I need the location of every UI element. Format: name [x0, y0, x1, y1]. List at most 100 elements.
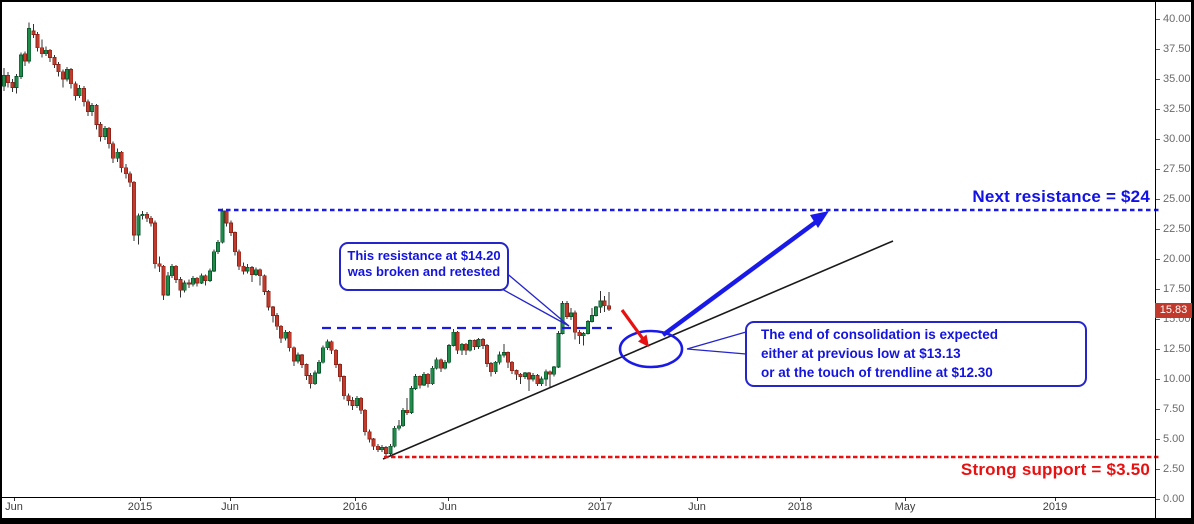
- candle-down: [262, 275, 267, 292]
- candle-up: [14, 76, 19, 88]
- candle-up: [590, 314, 595, 322]
- candle-down: [564, 302, 569, 317]
- candle-down: [371, 438, 376, 447]
- trendline: [382, 240, 894, 460]
- candle-down: [417, 376, 422, 386]
- candle-up: [115, 151, 120, 159]
- callout-text-line: or at the touch of trendline at $12.30: [761, 365, 993, 380]
- candle-down: [228, 222, 233, 234]
- x-axis-label: 2018: [787, 501, 813, 513]
- callout-resistance-broken: This resistance at $14.20 was broken and…: [339, 242, 509, 291]
- x-axis-tick: [355, 497, 356, 501]
- window-border-top: [0, 0, 1194, 2]
- candle-down: [94, 105, 99, 126]
- candle-down: [174, 265, 179, 280]
- candle-down: [535, 374, 540, 385]
- callout-consolidation-end: The end of consolidation is expected eit…: [745, 321, 1087, 387]
- candle-up: [211, 251, 216, 272]
- candle-down: [39, 47, 44, 55]
- candle-down: [274, 314, 279, 327]
- candle-down: [132, 181, 137, 236]
- candle-up: [430, 367, 435, 385]
- candle-down: [266, 290, 271, 308]
- x-axis-label: 2017: [587, 501, 613, 513]
- candle-up: [531, 374, 536, 380]
- candle-down: [241, 265, 246, 272]
- candle-up: [325, 341, 330, 349]
- candle-down: [333, 349, 338, 366]
- candle-down: [484, 344, 489, 364]
- candle-up: [220, 210, 225, 243]
- candle-up: [65, 69, 70, 80]
- y-axis-label: 7.50: [1163, 403, 1185, 415]
- projection-arrow: [661, 217, 822, 337]
- x-axis-tick: [140, 497, 141, 501]
- candle-down: [127, 173, 132, 183]
- x-axis-tick: [800, 497, 801, 501]
- y-axis-tick: [1155, 79, 1160, 80]
- candle-down: [249, 266, 254, 275]
- candle-down: [10, 82, 15, 88]
- candle-down: [300, 354, 305, 366]
- candle-up: [90, 105, 95, 112]
- candle-down: [232, 232, 237, 253]
- candle-down: [329, 341, 334, 351]
- candle-up: [18, 54, 23, 78]
- candle-up: [447, 344, 452, 363]
- candle-up: [321, 347, 326, 363]
- candle-up: [77, 88, 82, 97]
- x-axis-line: [2, 497, 1155, 498]
- candle-up: [190, 277, 195, 285]
- y-axis-label: 2.50: [1163, 463, 1185, 475]
- x-axis-label: 2016: [342, 501, 368, 513]
- candle-down: [337, 364, 342, 378]
- y-axis-tick: [1155, 439, 1160, 440]
- candle-up: [451, 331, 456, 346]
- candle-down: [178, 278, 183, 291]
- x-axis-label: May: [894, 501, 916, 513]
- x-axis-tick: [230, 497, 231, 501]
- x-axis-tick: [905, 497, 906, 501]
- y-axis-tick: [1155, 49, 1160, 50]
- candle-up: [27, 28, 32, 62]
- candle-up: [594, 306, 599, 316]
- candle-up: [497, 354, 502, 363]
- candle-up: [421, 373, 426, 386]
- candle-down: [98, 124, 103, 137]
- candle-up: [245, 266, 250, 272]
- x-axis-tick: [600, 497, 601, 501]
- candle-up: [207, 270, 212, 282]
- consolidation-ellipse: [618, 329, 684, 369]
- candle-up: [312, 372, 317, 385]
- candle-down: [606, 305, 611, 310]
- candle-down: [56, 64, 61, 73]
- candle-up: [182, 282, 187, 291]
- candle-down: [237, 251, 242, 267]
- callout-text-line: was broken and retested: [347, 264, 501, 279]
- candle-up: [216, 241, 221, 253]
- candle-down: [291, 347, 296, 362]
- candle-down: [480, 338, 485, 346]
- candle-down: [514, 370, 519, 375]
- candle-up: [392, 427, 397, 447]
- candle-up: [522, 372, 527, 377]
- support-level-label: Strong support = $3.50: [960, 460, 1150, 479]
- candle-down: [157, 263, 162, 267]
- candle-up: [552, 366, 557, 375]
- y-axis-label: 25.00: [1163, 193, 1191, 205]
- projection-arrow-head: [810, 211, 829, 228]
- candle-down: [161, 265, 166, 296]
- candle-up: [44, 49, 49, 55]
- callout-pointer: [503, 270, 570, 327]
- y-axis-label: 40.00: [1163, 13, 1191, 25]
- y-axis-label: 30.00: [1163, 133, 1191, 145]
- candle-down: [270, 306, 275, 316]
- candle-down: [81, 88, 86, 103]
- callout-text-line: This resistance at $14.20: [347, 248, 501, 263]
- candle-up: [295, 354, 300, 362]
- y-axis-tick: [1155, 139, 1160, 140]
- candle-up: [476, 338, 481, 347]
- candle-down: [186, 282, 191, 285]
